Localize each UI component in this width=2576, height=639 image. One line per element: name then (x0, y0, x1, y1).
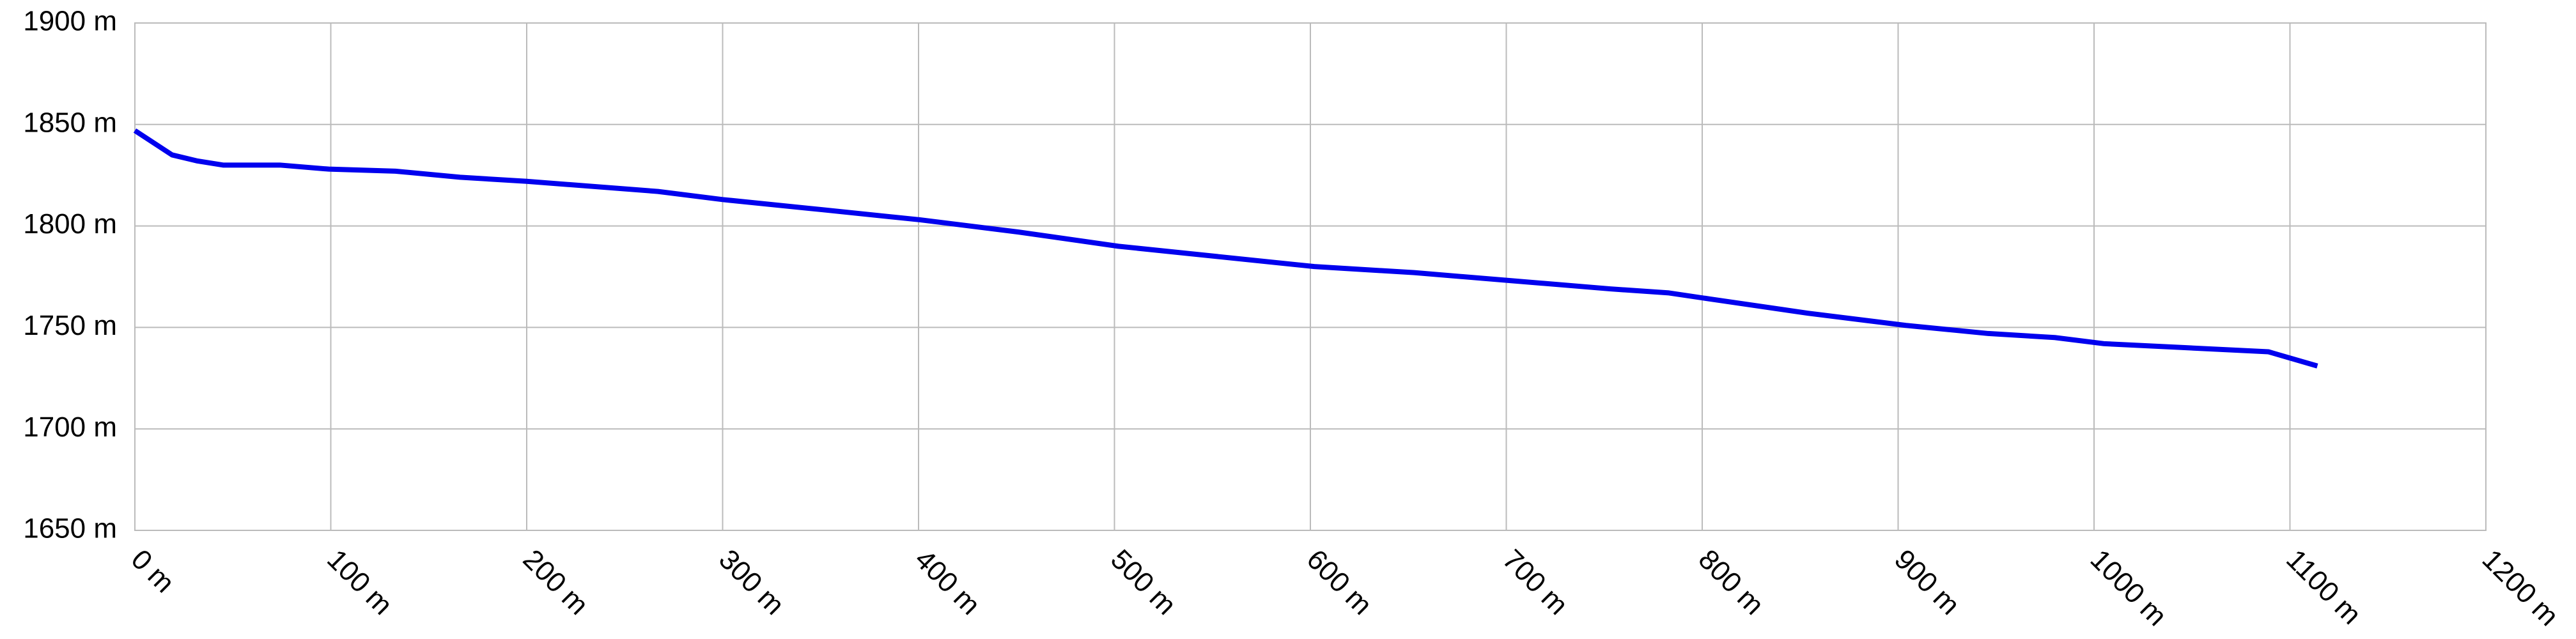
x-tick-label: 0 m (125, 544, 181, 599)
elevation-line (133, 128, 2318, 369)
y-tick-label: 1650 m (23, 513, 117, 544)
x-tick-label: 600 m (1301, 544, 1378, 621)
x-tick-label: 400 m (909, 544, 986, 621)
y-tick-label: 1700 m (23, 412, 117, 443)
x-tick-label: 1200 m (2476, 544, 2564, 632)
x-tick-label: 100 m (321, 544, 398, 621)
x-tick-label: 800 m (1693, 544, 1770, 621)
x-tick-label: 1000 m (2084, 544, 2173, 632)
y-tick-label: 1900 m (23, 6, 117, 37)
x-tick-label: 1100 m (2280, 544, 2367, 631)
x-tick-label: 900 m (1888, 544, 1966, 621)
y-tick-label: 1750 m (23, 310, 117, 341)
x-tick-label: 500 m (1105, 544, 1182, 621)
x-tick-label: 700 m (1496, 544, 1574, 621)
y-tick-label: 1850 m (23, 107, 117, 138)
x-tick-label: 200 m (517, 544, 594, 621)
x-tick-label: 300 m (713, 544, 790, 621)
y-tick-label: 1800 m (23, 208, 117, 240)
